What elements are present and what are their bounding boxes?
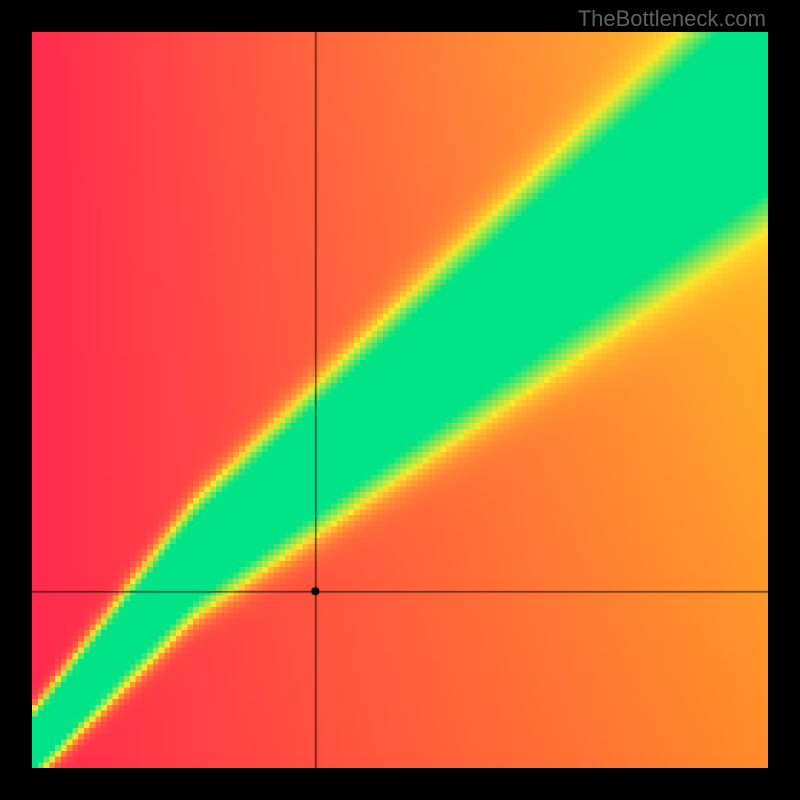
watermark-text: TheBottleneck.com [578, 6, 766, 32]
bottleneck-heatmap [32, 32, 768, 768]
chart-container: TheBottleneck.com [0, 0, 800, 800]
